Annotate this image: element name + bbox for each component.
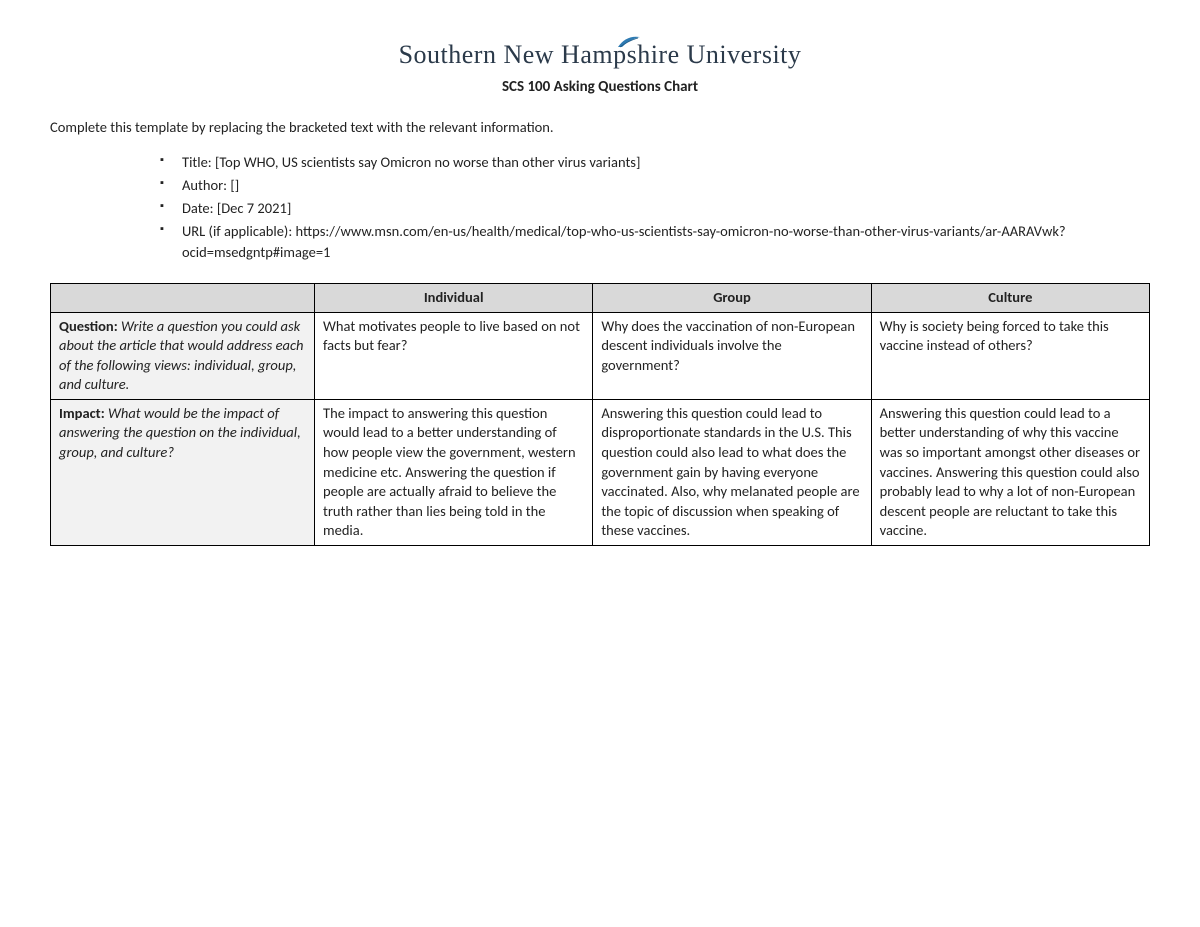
cell-impact-culture: Answering this question could lead to a … [871,399,1149,545]
header-empty [51,284,315,313]
row-question-lead: Question: [59,317,121,335]
intro-text: Complete this template by replacing the … [50,118,1150,136]
logo-text: Southern New Hampshire University [399,40,802,70]
meta-title-label: Title: [182,153,215,171]
meta-title-value: [Top WHO, US scientists say Omicron no w… [215,153,640,171]
cell-impact-individual: The impact to answering this question wo… [315,399,593,545]
table-row: Impact: What would be the impact of answ… [51,399,1150,545]
meta-title: Title: [Top WHO, US scientists say Omicr… [160,152,1150,173]
meta-url-value: https://www.msn.com/en-us/health/medical… [182,222,1066,261]
university-logo: Southern New Hampshire University [50,40,1150,70]
header-group: Group [593,284,871,313]
row-question-head: Question: Write a question you could ask… [51,312,315,399]
table-row: Question: Write a question you could ask… [51,312,1150,399]
meta-author: Author: [] [160,175,1150,196]
meta-list: Title: [Top WHO, US scientists say Omicr… [50,152,1150,263]
meta-url-label: URL (if applicable): [182,222,296,240]
header-individual: Individual [315,284,593,313]
meta-date: Date: [Dec 7 2021] [160,198,1150,219]
row-impact-lead: Impact: [59,404,108,422]
questions-table: Individual Group Culture Question: Write… [50,283,1150,546]
meta-date-label: Date: [182,199,217,217]
meta-author-value: [] [230,176,239,194]
cell-question-group: Why does the vaccination of non-European… [593,312,871,399]
header-culture: Culture [871,284,1149,313]
cell-question-culture: Why is society being forced to take this… [871,312,1149,399]
logo-text-span: Southern New Hampshire University [399,40,802,69]
document-title: SCS 100 Asking Questions Chart [50,78,1150,96]
cell-question-individual: What motivates people to live based on n… [315,312,593,399]
cell-impact-group: Answering this question could lead to di… [593,399,871,545]
meta-date-value: [Dec 7 2021] [217,199,291,217]
meta-author-label: Author: [182,176,230,194]
leaf-icon [616,26,642,40]
row-impact-head: Impact: What would be the impact of answ… [51,399,315,545]
meta-url: URL (if applicable): https://www.msn.com… [160,221,1150,263]
table-header-row: Individual Group Culture [51,284,1150,313]
